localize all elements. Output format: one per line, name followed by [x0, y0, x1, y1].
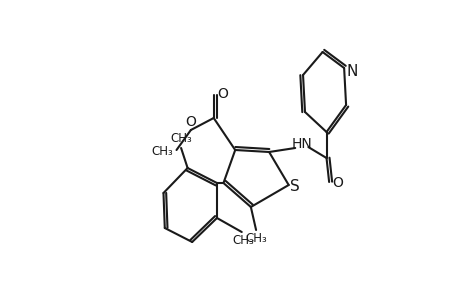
Text: CH₃: CH₃ — [170, 133, 191, 146]
Text: O: O — [185, 115, 195, 129]
Text: CH₃: CH₃ — [151, 145, 173, 158]
Text: HN: HN — [291, 137, 312, 152]
Text: N: N — [346, 64, 358, 80]
Text: CH₃: CH₃ — [232, 235, 253, 248]
Text: O: O — [217, 87, 228, 101]
Text: CH₃: CH₃ — [245, 232, 266, 245]
Text: O: O — [332, 176, 343, 190]
Text: S: S — [290, 179, 300, 194]
